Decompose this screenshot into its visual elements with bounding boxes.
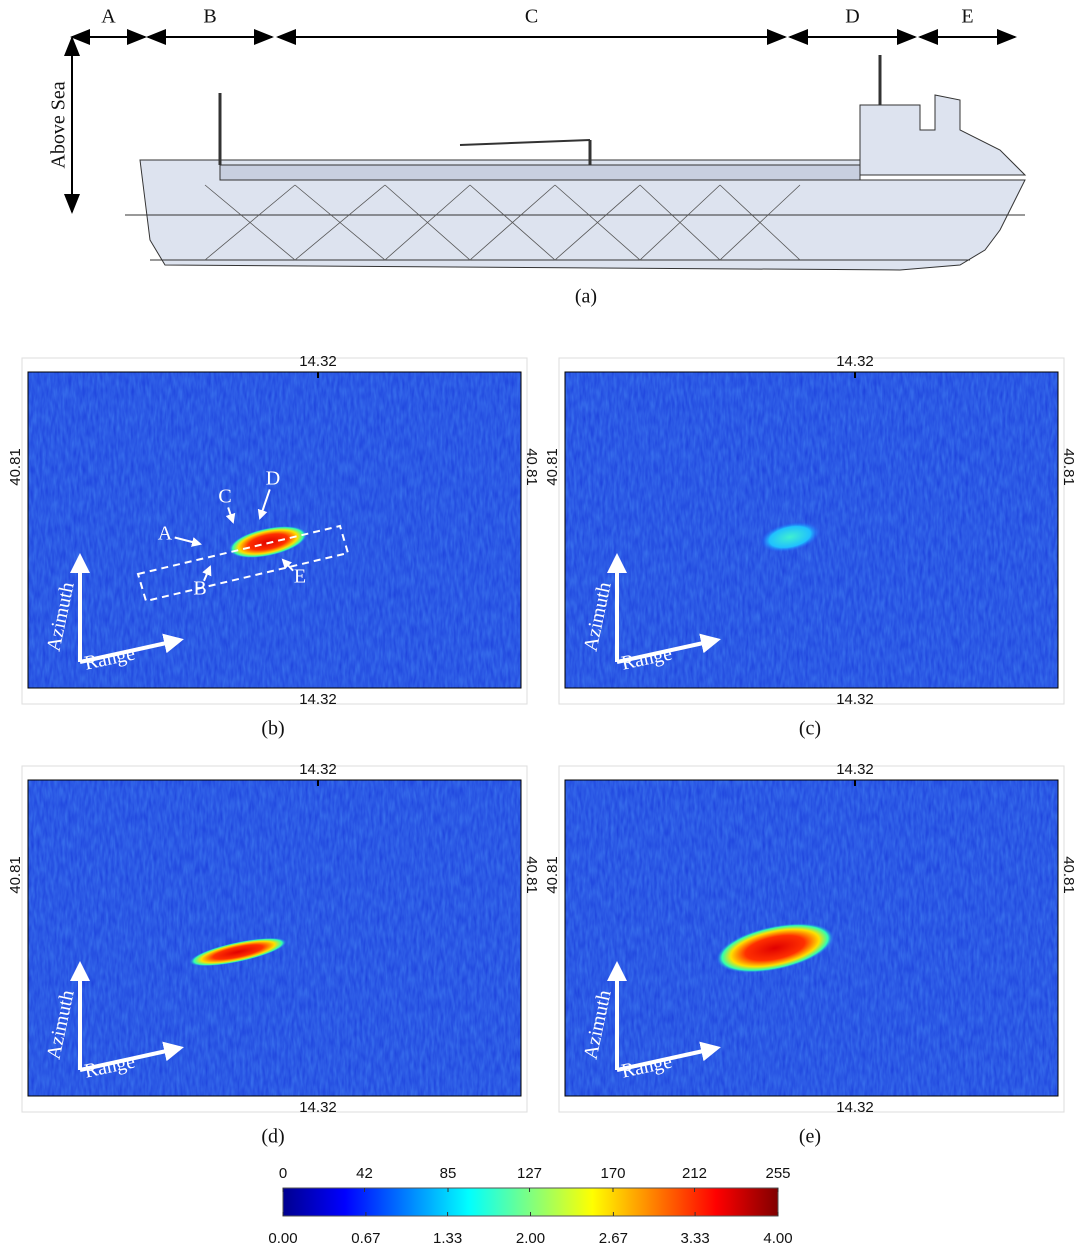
panel-caption: (d)	[261, 1126, 284, 1148]
colorbar-tick-label: 3.33	[680, 1230, 709, 1247]
top-label: 14.32	[299, 761, 337, 778]
panel-caption: (c)	[799, 718, 821, 740]
top-label: 14.32	[836, 761, 874, 778]
bottom-label: 14.32	[299, 1099, 337, 1116]
annotation: A	[158, 523, 173, 545]
colorbar	[283, 1188, 778, 1216]
figure: Above Sea (a) ABCDE14.3214.3240.8140.81A…	[0, 0, 1077, 1250]
colorbar-tick-label: 170	[600, 1165, 625, 1182]
colorbar-tick-label: 2.67	[599, 1230, 628, 1247]
right-label: 40.81	[523, 448, 540, 486]
panel-caption: (b)	[261, 718, 284, 740]
left-label: 40.81	[544, 856, 561, 894]
section-label: E	[961, 6, 973, 28]
page: Above Sea (a) ABCDE14.3214.3240.8140.81A…	[0, 0, 1077, 1250]
colorbar-tick-label: 0.00	[268, 1230, 297, 1247]
colorbar-tick-label: 212	[682, 1165, 707, 1182]
annotation: C	[218, 486, 231, 508]
right-label: 40.81	[523, 856, 540, 894]
colorbar-tick-label: 0.67	[351, 1230, 380, 1247]
bottom-label: 14.32	[299, 691, 337, 708]
left-label: 40.81	[7, 448, 24, 486]
colorbar-tick-label: 4.00	[763, 1230, 792, 1247]
right-label: 40.81	[1060, 448, 1077, 486]
section-label: D	[845, 6, 859, 28]
bottom-label: 14.32	[836, 691, 874, 708]
colorbar-tick-label: 42	[356, 1165, 373, 1182]
annotation: E	[294, 566, 306, 588]
colorbar-tick-label: 127	[517, 1165, 542, 1182]
top-label: 14.32	[299, 353, 337, 370]
section-label: B	[203, 6, 216, 28]
colorbar-tick-label: 85	[440, 1165, 457, 1182]
vertical-label: Above Sea	[48, 81, 70, 168]
left-label: 40.81	[7, 856, 24, 894]
colorbar-tick-label: 2.00	[516, 1230, 545, 1247]
top-label: 14.32	[836, 353, 874, 370]
colorbar-tick-label: 255	[765, 1165, 790, 1182]
colorbar-tick-label: 1.33	[433, 1230, 462, 1247]
ship-profile: Above Sea (a)	[48, 38, 1025, 308]
panel-caption: (e)	[799, 1126, 821, 1148]
right-label: 40.81	[1060, 856, 1077, 894]
section-label: C	[525, 6, 538, 28]
colorbar-tick-label: 0	[279, 1165, 287, 1182]
left-label: 40.81	[544, 448, 561, 486]
bottom-label: 14.32	[836, 1099, 874, 1116]
annotation: D	[266, 468, 280, 490]
section-label: A	[101, 6, 116, 28]
caption: (a)	[575, 286, 597, 308]
